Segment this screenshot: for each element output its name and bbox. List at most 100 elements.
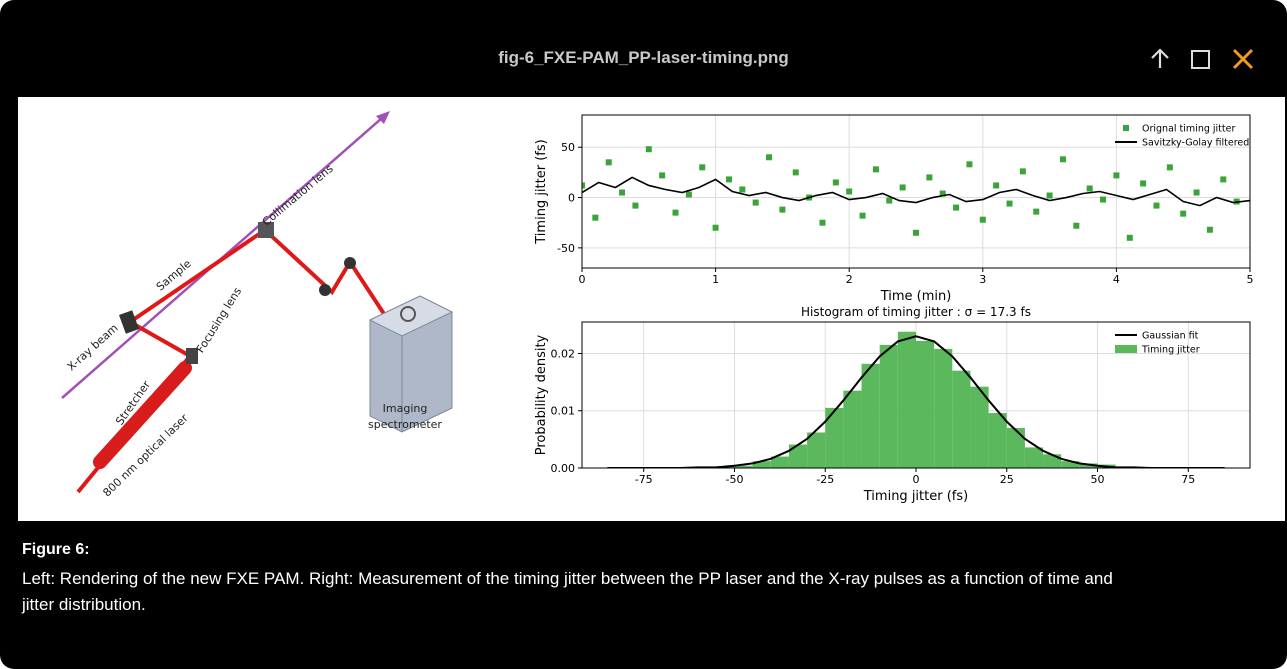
histogram-bar xyxy=(843,390,862,468)
scatter-point xyxy=(872,166,879,173)
y-tick-label: 0.00 xyxy=(551,462,576,475)
histogram-bar xyxy=(788,444,808,468)
scatter-point xyxy=(913,229,919,236)
scatter-point xyxy=(605,159,612,166)
scatter-point xyxy=(819,219,826,226)
diagram-label: spectrometer xyxy=(368,418,442,431)
scatter-point xyxy=(993,182,1000,189)
scatter-point xyxy=(1180,210,1187,217)
line xyxy=(582,176,1250,207)
plot-marks xyxy=(582,146,1250,241)
histogram-bar xyxy=(1061,461,1080,468)
histogram-bar xyxy=(970,386,989,468)
histogram-bar xyxy=(952,370,971,468)
scatter-point xyxy=(1140,180,1147,187)
scatter-point xyxy=(1220,176,1227,183)
histogram-bar xyxy=(1024,447,1044,468)
maximize-button[interactable] xyxy=(1191,50,1210,69)
scatter-point xyxy=(659,172,666,179)
scatter-point xyxy=(672,209,679,216)
scatter-point xyxy=(725,176,732,183)
scatter-point xyxy=(1046,192,1053,199)
plot-frame xyxy=(581,321,1251,469)
plot-marks xyxy=(607,331,1225,468)
histogram-bar xyxy=(861,363,880,468)
x-tick-label: 4 xyxy=(1113,273,1120,286)
histogram-bar xyxy=(1079,463,1098,468)
histogram-bar xyxy=(1006,427,1025,468)
scatter-point xyxy=(899,184,906,191)
scatter-point xyxy=(1113,172,1120,179)
x-tick-label: 75 xyxy=(1181,473,1195,486)
scatter-point xyxy=(712,224,719,231)
legend-swatch xyxy=(1123,125,1129,131)
legend-label: Orignal timing jitter xyxy=(1142,124,1235,135)
x-tick-label: 2 xyxy=(846,273,853,286)
x-tick-label: 50 xyxy=(1091,473,1105,486)
scatter-point xyxy=(859,212,866,219)
line xyxy=(607,335,1225,468)
scatter-point xyxy=(739,186,746,193)
histogram-bar xyxy=(770,456,789,468)
y-axis-label: Probability density xyxy=(534,334,549,455)
scatter-point xyxy=(1100,196,1107,203)
x-tick-label: -50 xyxy=(725,473,743,486)
scatter-point xyxy=(1086,185,1093,192)
caption-text: Left: Rendering of the new FXE PAM. Righ… xyxy=(22,569,1113,614)
histogram-bar xyxy=(916,340,935,468)
file-title: fig-6_FXE-PAM_PP-laser-timing.png xyxy=(498,48,789,67)
x-tick-label: -25 xyxy=(816,473,834,486)
x-tick-label: 5 xyxy=(1247,273,1254,286)
y-axis-label: Timing jitter (fs) xyxy=(534,139,549,244)
chart-title: Histogram of timing jitter : σ = 17.3 fs xyxy=(801,305,1031,319)
x-tick-label: 3 xyxy=(979,273,986,286)
histogram-bar xyxy=(988,413,1007,468)
caption-title: Figure 6: xyxy=(22,541,90,558)
scatter-point xyxy=(685,191,692,198)
toolbar xyxy=(1151,48,1254,70)
x-axis-label: Time (min) xyxy=(880,289,952,304)
close-button[interactable] xyxy=(1232,48,1254,70)
x-tick-label: 0 xyxy=(579,273,586,286)
scatter-point xyxy=(926,174,933,181)
scatter-point xyxy=(752,199,759,206)
plot-frame xyxy=(581,114,1251,269)
scatter-point xyxy=(1019,168,1026,175)
histogram-bar xyxy=(879,344,898,468)
plot-area xyxy=(582,115,1250,268)
scatter-point xyxy=(1206,226,1213,233)
x-tick-label: 1 xyxy=(712,273,719,286)
diagram-label: Collimation lens xyxy=(260,162,336,229)
scatter-point xyxy=(582,182,585,189)
scatter-point xyxy=(699,164,706,171)
histogram-bar xyxy=(734,465,753,468)
histogram-bar xyxy=(897,331,916,468)
y-tick-label: 0 xyxy=(568,192,575,205)
x-tick-label: 0 xyxy=(913,473,920,486)
scatter-point xyxy=(1153,202,1160,209)
scatter-point xyxy=(1193,189,1200,196)
histogram-bar xyxy=(752,461,771,468)
scatter-point xyxy=(632,202,639,209)
scatter-point xyxy=(779,206,786,213)
scatter-point xyxy=(1166,164,1173,171)
diagram-label: Focusing lens xyxy=(194,285,245,355)
scatter-point xyxy=(592,214,599,221)
x-tick-label: 25 xyxy=(1000,473,1014,486)
scatter-point xyxy=(619,189,626,196)
scatter-point xyxy=(1059,156,1066,163)
diagram-label: X-ray beam xyxy=(65,321,121,373)
scatter-point xyxy=(1033,208,1040,215)
download-button[interactable] xyxy=(1151,48,1169,68)
scatter-point xyxy=(846,188,853,195)
y-tick-label: 0.02 xyxy=(551,347,576,360)
scatter-point xyxy=(886,197,893,204)
diagram xyxy=(61,111,454,494)
scatter-point xyxy=(953,204,960,211)
scatter-point xyxy=(766,154,773,161)
y-tick-label: 50 xyxy=(561,141,575,154)
diagram-label: Imaging xyxy=(383,402,428,415)
scatter-point xyxy=(1073,222,1080,229)
